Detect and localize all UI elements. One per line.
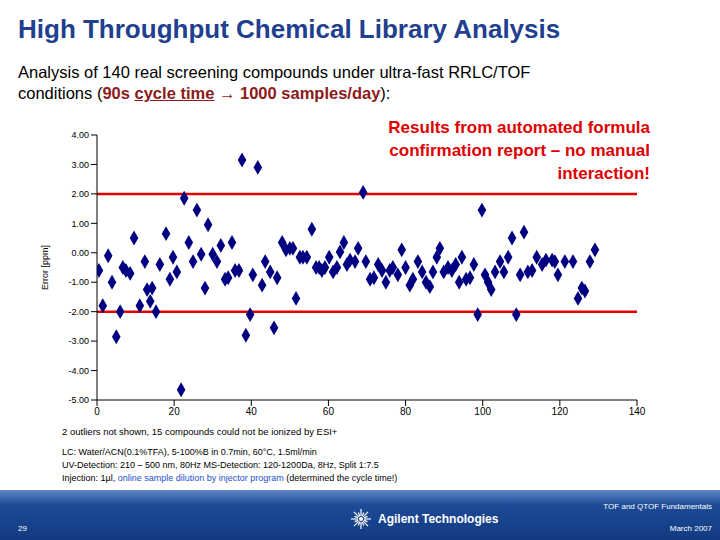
svg-text:-2.00: -2.00 xyxy=(68,307,89,317)
svg-text:2.00: 2.00 xyxy=(71,189,89,199)
svg-text:60: 60 xyxy=(323,406,335,417)
svg-text:-3.00: -3.00 xyxy=(68,336,89,346)
svg-text:-4.00: -4.00 xyxy=(68,366,89,376)
html-text:29: 29 xyxy=(18,524,27,533)
svg-text:0: 0 xyxy=(94,406,100,417)
html-text:UV-Detection: 210 – 500 nm, 80: UV-Detection: 210 – 500 nm, 80Hz MS-Dete… xyxy=(62,460,379,470)
html-text:Results from automated formula: Results from automated formula confirmat… xyxy=(388,118,650,183)
svg-text:Error [ppm]: Error [ppm] xyxy=(40,245,50,290)
svg-text:0.00: 0.00 xyxy=(71,248,89,258)
html-text:TOF and QTOF Fundamentals: TOF and QTOF Fundamentals xyxy=(603,502,712,511)
svg-text:-5.00: -5.00 xyxy=(68,395,89,405)
svg-text:1.00: 1.00 xyxy=(71,219,89,229)
html-text:2 outliers not shown, 15 compo: 2 outliers not shown, 15 compounds could… xyxy=(62,426,338,437)
html-text:Agilent Technologies: Agilent Technologies xyxy=(378,512,499,526)
svg-text:-1.00: -1.00 xyxy=(68,277,89,287)
html-text:March 2007: March 2007 xyxy=(669,524,712,533)
svg-text:20: 20 xyxy=(169,406,181,417)
svg-text:40: 40 xyxy=(246,406,258,417)
svg-text:80: 80 xyxy=(400,406,412,417)
html-text:Injection: 1µl, online sample: Injection: 1µl, online sample dilution b… xyxy=(62,473,398,483)
html-text:LC: Water/ACN(0.1%TFA), 5-100%: LC: Water/ACN(0.1%TFA), 5-100%B in 0.7mi… xyxy=(62,447,317,457)
html-text:Analysis of 140 real screening: Analysis of 140 real screening compounds… xyxy=(18,63,531,102)
svg-text:4.00: 4.00 xyxy=(71,130,89,140)
svg-text:140: 140 xyxy=(629,406,646,417)
svg-text:100: 100 xyxy=(474,406,491,417)
html-text:High Throughput Chemical Libra: High Throughput Chemical Library Analysi… xyxy=(18,14,561,44)
svg-text:3.00: 3.00 xyxy=(71,160,89,170)
svg-text:120: 120 xyxy=(552,406,569,417)
